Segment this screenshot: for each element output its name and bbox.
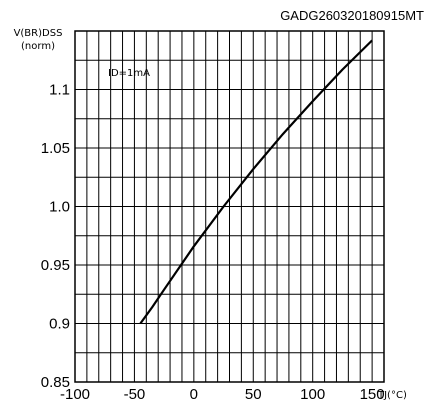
y-tick-label: 0.85 [41, 374, 70, 391]
x-tick-label: 50 [245, 386, 262, 403]
y-tick-labels: 0.85 0.9 0.95 1.0 1.05 1.1 [41, 82, 70, 392]
y-axis-label-line1: V(BR)DSS [14, 28, 63, 39]
x-axis-label: TJ(°C) [377, 390, 407, 401]
x-tick-label: 0 [190, 386, 198, 403]
grid [75, 31, 384, 382]
x-tick-labels: -100 -50 0 50 100 150 [60, 386, 385, 403]
series-line [139, 39, 373, 325]
x-tick-label: 100 [300, 386, 325, 403]
annotation: ID=1mA [108, 68, 150, 79]
y-tick-label: 1.05 [41, 140, 70, 157]
x-tick-label: 150 [360, 386, 385, 403]
chart-code: GADG260320180915MT [280, 8, 424, 23]
y-tick-label: 0.95 [41, 257, 70, 274]
y-tick-label: 1.0 [49, 199, 70, 216]
plot-frame [74, 30, 385, 383]
y-axis-label-line2: (norm) [21, 41, 55, 52]
x-tick-label: -100 [60, 386, 90, 403]
y-tick-label: 0.9 [49, 316, 70, 333]
y-tick-label: 1.1 [49, 82, 70, 99]
x-tick-label: -50 [124, 386, 146, 403]
